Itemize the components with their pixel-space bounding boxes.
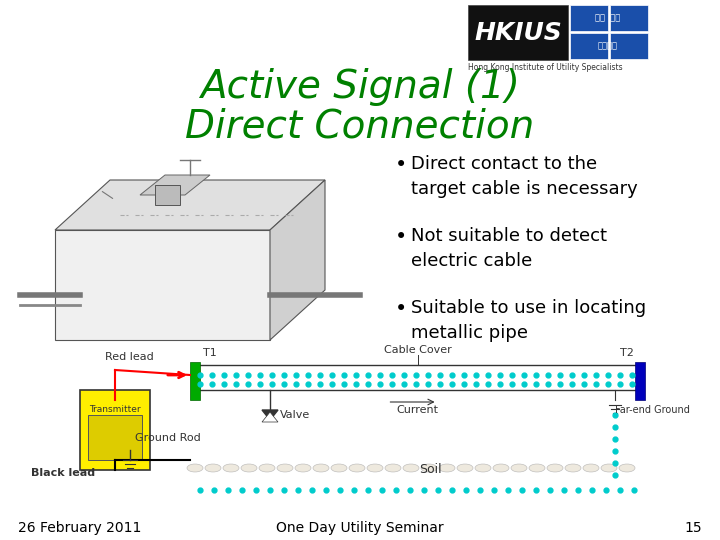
Text: •: • bbox=[395, 227, 408, 247]
Bar bbox=[610, 33, 648, 59]
Text: Suitable to use in locating
metallic pipe: Suitable to use in locating metallic pip… bbox=[411, 299, 646, 342]
Ellipse shape bbox=[547, 464, 563, 472]
Polygon shape bbox=[140, 175, 210, 195]
Ellipse shape bbox=[331, 464, 347, 472]
Ellipse shape bbox=[457, 464, 473, 472]
Ellipse shape bbox=[421, 464, 437, 472]
Bar bbox=[155, 185, 180, 205]
Text: One Day Utility Seminar: One Day Utility Seminar bbox=[276, 521, 444, 535]
Ellipse shape bbox=[619, 464, 635, 472]
Polygon shape bbox=[55, 230, 270, 340]
Polygon shape bbox=[55, 180, 325, 230]
Ellipse shape bbox=[259, 464, 275, 472]
Text: Far-end Ground: Far-end Ground bbox=[615, 405, 690, 415]
Ellipse shape bbox=[493, 464, 509, 472]
Bar bbox=[88, 415, 142, 460]
Polygon shape bbox=[262, 412, 278, 422]
Ellipse shape bbox=[385, 464, 401, 472]
Ellipse shape bbox=[295, 464, 311, 472]
Bar bbox=[468, 5, 568, 60]
Text: Not suitable to detect
electric cable: Not suitable to detect electric cable bbox=[411, 227, 607, 270]
Text: •: • bbox=[395, 299, 408, 319]
Text: Red lead: Red lead bbox=[105, 352, 154, 362]
Ellipse shape bbox=[313, 464, 329, 472]
Ellipse shape bbox=[187, 464, 203, 472]
Text: 15: 15 bbox=[685, 521, 702, 535]
Text: Hong Kong Institute of Utility Specialists: Hong Kong Institute of Utility Specialis… bbox=[468, 63, 623, 72]
Bar bbox=[195, 365, 640, 390]
Text: Current: Current bbox=[397, 405, 438, 415]
Ellipse shape bbox=[565, 464, 581, 472]
Ellipse shape bbox=[241, 464, 257, 472]
Text: Ground Rod: Ground Rod bbox=[135, 433, 201, 443]
FancyArrowPatch shape bbox=[102, 192, 113, 199]
Ellipse shape bbox=[439, 464, 455, 472]
Text: 香港  管線: 香港 管線 bbox=[595, 14, 621, 23]
Text: 26 February 2011: 26 February 2011 bbox=[18, 521, 141, 535]
Text: Black lead: Black lead bbox=[31, 468, 95, 478]
Ellipse shape bbox=[601, 464, 617, 472]
Text: Direct Connection: Direct Connection bbox=[185, 108, 535, 146]
Text: T1: T1 bbox=[203, 348, 217, 358]
Text: Direct contact to the
target cable is necessary: Direct contact to the target cable is ne… bbox=[411, 155, 638, 198]
Text: Soil: Soil bbox=[419, 463, 441, 476]
Ellipse shape bbox=[349, 464, 365, 472]
Polygon shape bbox=[270, 180, 325, 340]
Bar bbox=[635, 362, 645, 400]
Ellipse shape bbox=[529, 464, 545, 472]
Ellipse shape bbox=[583, 464, 599, 472]
Bar bbox=[570, 33, 608, 59]
Bar bbox=[610, 5, 648, 31]
Ellipse shape bbox=[511, 464, 527, 472]
Bar bbox=[190, 362, 200, 400]
Ellipse shape bbox=[475, 464, 491, 472]
Text: Active Signal (1): Active Signal (1) bbox=[200, 68, 520, 106]
Text: HKIUS: HKIUS bbox=[474, 21, 562, 44]
Text: Valve: Valve bbox=[280, 410, 310, 420]
Text: T2: T2 bbox=[620, 348, 634, 358]
Text: Cable Cover: Cable Cover bbox=[384, 345, 451, 355]
Text: Transmitter: Transmitter bbox=[89, 405, 141, 414]
Text: 專業學會: 專業學會 bbox=[598, 42, 618, 51]
Bar bbox=[570, 5, 608, 31]
Ellipse shape bbox=[367, 464, 383, 472]
Ellipse shape bbox=[277, 464, 293, 472]
Ellipse shape bbox=[223, 464, 239, 472]
Bar bbox=[80, 390, 150, 470]
Polygon shape bbox=[262, 410, 278, 420]
Ellipse shape bbox=[403, 464, 419, 472]
Ellipse shape bbox=[205, 464, 221, 472]
Text: •: • bbox=[395, 155, 408, 175]
